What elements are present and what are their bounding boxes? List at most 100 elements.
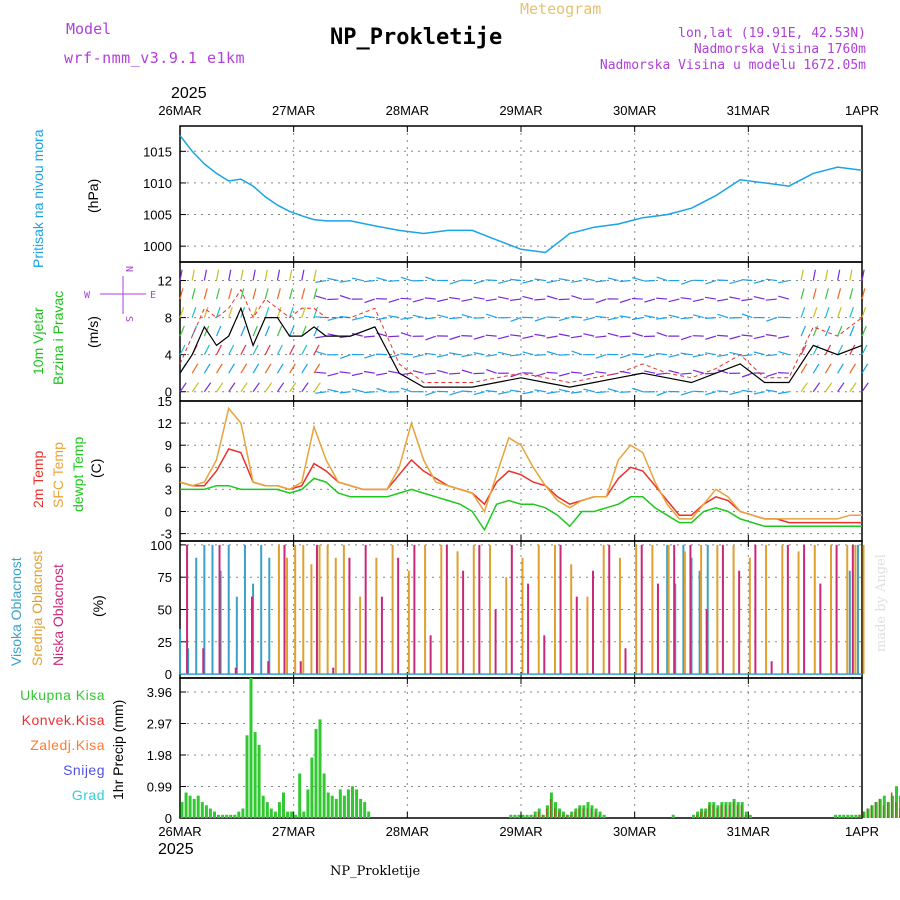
precip-conv-bar xyxy=(549,798,552,818)
wind-barb xyxy=(837,269,841,281)
wind-barb xyxy=(289,325,295,337)
wind-barb xyxy=(704,317,716,319)
panel-frame-pressure xyxy=(179,125,863,263)
wind-barb xyxy=(315,279,327,283)
precip-total-bar xyxy=(306,789,310,818)
wind-barb xyxy=(824,325,831,337)
precip-total-bar xyxy=(286,811,290,818)
wind-barb xyxy=(412,354,424,358)
panel-frame-precip xyxy=(179,677,863,819)
year-top: 2025 xyxy=(171,85,207,102)
wind-barb xyxy=(644,370,656,374)
year-bottom: 2025 xyxy=(158,841,194,858)
wind-barb xyxy=(680,391,692,396)
precip-total-bar xyxy=(529,814,533,818)
wind-barb xyxy=(558,298,570,301)
precip-total-bar xyxy=(359,798,363,818)
wind-barb xyxy=(583,317,595,321)
precip-total-bar xyxy=(290,811,294,818)
wind-barb xyxy=(473,296,485,300)
wind-barb xyxy=(313,363,321,374)
y-tick-label: 0 xyxy=(165,667,172,682)
wind-barb xyxy=(388,298,400,303)
wind-barb xyxy=(203,363,211,374)
wind-barb xyxy=(510,334,522,337)
wind-barb xyxy=(692,390,704,393)
wind-barb xyxy=(327,388,339,393)
y-tick-label: 1010 xyxy=(143,176,172,191)
precip-total-bar xyxy=(318,719,322,818)
x-axis-label-bottom: 27MAR xyxy=(272,824,315,839)
wind-barb xyxy=(837,288,842,300)
precip-conv-label: Konvek.Kisa xyxy=(22,712,105,728)
precip-conv-bar xyxy=(895,802,897,818)
wind-barb xyxy=(252,382,260,393)
precip-total-label: Ukupna Kisa xyxy=(20,687,105,703)
wind-barb xyxy=(412,314,424,319)
wind-barb xyxy=(741,334,753,337)
wind-barb xyxy=(800,382,808,393)
precip-frozen-label: Zaledj.Kisa xyxy=(30,737,105,753)
wind-barb xyxy=(461,298,473,302)
precip-conv-bar xyxy=(566,814,568,818)
precip-total-bar xyxy=(221,814,225,818)
y-tick-label: 0 xyxy=(165,385,172,400)
wind-barb xyxy=(240,382,248,393)
wind-barb xyxy=(461,390,473,393)
wind-barb xyxy=(215,288,220,300)
precip-conv-bar xyxy=(708,805,710,818)
wind-barb xyxy=(424,352,436,356)
wind-barb xyxy=(534,298,546,301)
wind-barb xyxy=(313,269,317,281)
precip-total-bar xyxy=(334,798,338,818)
wind-barb xyxy=(765,354,777,357)
wind-barb xyxy=(644,354,656,359)
wind-barb xyxy=(632,276,643,282)
wind-barb xyxy=(704,352,716,356)
chart-title: NP_Prokletije xyxy=(330,25,502,50)
wind-barb xyxy=(668,354,680,358)
wind-barb xyxy=(363,391,375,394)
wind-barb xyxy=(510,389,522,393)
precip-total-bar xyxy=(521,814,525,818)
wind-barb xyxy=(412,298,424,303)
wind-barb xyxy=(510,317,522,322)
wind-barb xyxy=(289,363,296,374)
wind-barb xyxy=(364,298,376,304)
wind-barb xyxy=(315,391,327,394)
wind-barb xyxy=(570,371,582,374)
precip-conv-bar xyxy=(732,802,735,818)
cloud-high-label: Visoka Oblacnost xyxy=(8,557,24,666)
wind-barb xyxy=(276,325,283,337)
wind-barb xyxy=(289,288,294,300)
wind-barb xyxy=(424,297,436,300)
wind-barb xyxy=(680,297,692,300)
wind-barb xyxy=(215,325,222,337)
wind-barb xyxy=(765,278,777,282)
wind-barb xyxy=(546,371,558,374)
wind-barb xyxy=(607,332,619,337)
wind-barb xyxy=(179,288,184,300)
precip-conv-bar xyxy=(704,811,706,818)
precip-total-bar xyxy=(838,814,842,818)
wind-barb xyxy=(315,316,327,319)
wind-barb xyxy=(583,372,595,377)
precip-total-bar xyxy=(346,789,350,818)
y-tick-label: 3 xyxy=(165,482,172,497)
wind-barb xyxy=(595,354,607,359)
wind-barb xyxy=(741,313,753,319)
wind-speed-line xyxy=(179,306,863,388)
wind-barb xyxy=(473,317,485,319)
wind-barb xyxy=(449,317,461,320)
precip-total-bar xyxy=(249,678,253,818)
lonlat-text: lon,lat (19.91E, 42.53N) xyxy=(678,26,866,41)
wind-barb xyxy=(264,307,270,318)
wind-barb xyxy=(849,325,855,337)
wind-barb xyxy=(510,354,522,357)
wind-barb xyxy=(485,334,497,337)
wind-label-line2: Brzina i Pravac xyxy=(50,291,66,385)
wind-barb xyxy=(643,279,655,282)
wind-barb xyxy=(215,269,220,281)
wind-barb xyxy=(264,344,271,355)
y-tick-label: 0 xyxy=(165,811,172,826)
